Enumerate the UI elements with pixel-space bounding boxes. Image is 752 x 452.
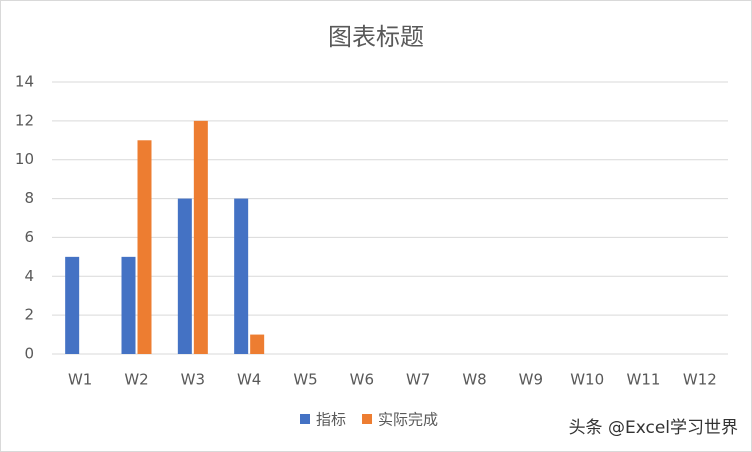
x-tick-label: W6: [350, 371, 374, 389]
bar: [250, 334, 265, 354]
legend-label: 指标: [316, 411, 346, 429]
x-tick-label: W12: [683, 371, 717, 389]
bar: [65, 256, 80, 354]
legend-swatch: [300, 414, 310, 424]
y-tick-label: 10: [15, 150, 34, 168]
y-tick-label: 0: [24, 345, 34, 363]
bar: [137, 140, 152, 354]
x-tick-label: W5: [293, 371, 317, 389]
y-tick-label: 2: [24, 306, 34, 324]
y-tick-label: 12: [15, 111, 34, 129]
x-tick-label: W11: [627, 371, 661, 389]
bar: [121, 256, 136, 354]
bar: [193, 120, 208, 354]
chart-title: 图表标题: [328, 23, 424, 51]
x-tick-label: W3: [181, 371, 205, 389]
legend-swatch: [362, 414, 373, 424]
bar: [177, 198, 192, 354]
watermark: 头条 @Excel学习世界: [569, 418, 738, 438]
x-tick-label: W7: [406, 371, 430, 389]
x-tick-label: W10: [570, 371, 604, 389]
y-tick-label: 6: [24, 228, 34, 246]
y-tick-label: 8: [24, 189, 34, 207]
x-tick-label: W1: [68, 371, 92, 389]
y-tick-label: 14: [15, 73, 34, 91]
x-tick-label: W2: [124, 371, 148, 389]
legend-label: 实际完成: [378, 411, 438, 429]
x-tick-label: W4: [237, 371, 261, 389]
bar: [234, 198, 249, 354]
x-tick-label: W8: [462, 371, 486, 389]
x-tick-label: W9: [519, 371, 543, 389]
y-tick-label: 4: [24, 267, 34, 285]
